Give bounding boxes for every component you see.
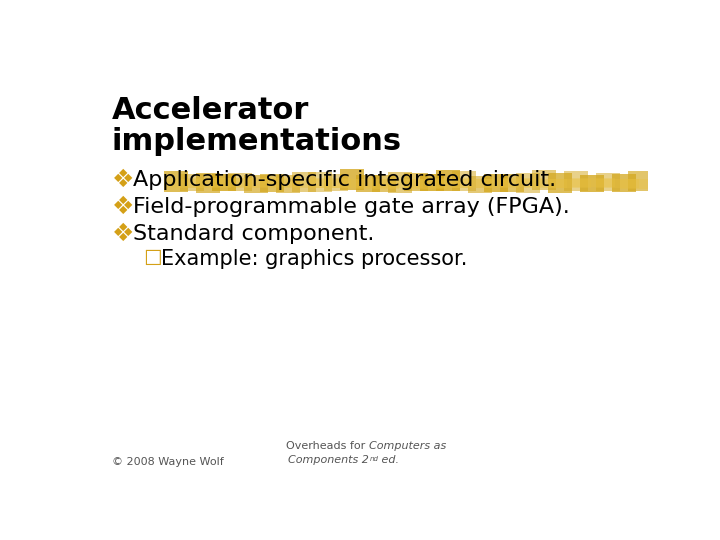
Bar — [163, 179, 207, 188]
Bar — [524, 179, 567, 188]
Bar — [452, 179, 495, 188]
Text: Standard component.: Standard component. — [132, 224, 374, 244]
Bar — [564, 171, 588, 191]
Text: ❖: ❖ — [112, 168, 134, 192]
Text: Application-specific integrated circuit.: Application-specific integrated circuit. — [132, 170, 556, 190]
Bar — [228, 173, 252, 191]
Text: Overheads for: Overheads for — [287, 441, 369, 451]
Bar — [596, 173, 620, 191]
Bar — [356, 176, 380, 192]
Bar — [468, 176, 492, 193]
Bar — [500, 178, 543, 187]
Bar — [436, 170, 460, 191]
Text: nd: nd — [370, 456, 379, 462]
Bar — [628, 171, 652, 191]
Bar — [420, 174, 444, 192]
Text: Field-programmable gate array (FPGA).: Field-programmable gate array (FPGA). — [132, 197, 570, 217]
Bar — [388, 172, 412, 193]
Bar — [500, 174, 524, 192]
Text: ❖: ❖ — [112, 222, 134, 246]
Bar — [372, 175, 396, 192]
Bar — [284, 179, 327, 188]
Bar — [188, 178, 231, 187]
Bar — [572, 178, 616, 187]
Bar — [476, 179, 519, 188]
Bar — [548, 179, 591, 188]
Bar — [532, 170, 556, 190]
Bar — [596, 179, 639, 188]
Bar — [260, 174, 284, 192]
Bar — [516, 173, 540, 193]
Text: ☐: ☐ — [143, 249, 161, 269]
Bar — [307, 179, 351, 188]
Bar — [548, 173, 572, 193]
Bar — [243, 175, 268, 193]
Bar — [235, 178, 279, 188]
Bar — [404, 173, 428, 191]
Text: ❖: ❖ — [112, 195, 134, 219]
Bar — [163, 171, 188, 192]
Bar — [580, 175, 604, 192]
Text: Example: graphics processor.: Example: graphics processor. — [161, 249, 468, 269]
Text: Components 2: Components 2 — [288, 455, 369, 465]
Bar — [612, 174, 636, 192]
Bar — [332, 179, 375, 188]
Bar — [340, 170, 364, 190]
Bar — [404, 179, 447, 188]
Bar — [620, 179, 663, 188]
Bar — [212, 174, 235, 191]
Bar — [180, 174, 204, 191]
Bar — [484, 174, 508, 192]
Bar — [292, 172, 316, 192]
Bar — [276, 175, 300, 193]
Bar — [428, 178, 471, 188]
Bar — [196, 173, 220, 193]
Text: Accelerator
implementations: Accelerator implementations — [112, 96, 402, 156]
Bar — [356, 179, 399, 188]
Bar — [324, 174, 348, 191]
Bar — [452, 171, 476, 191]
Text: Computers as: Computers as — [369, 441, 446, 451]
Text: ed.: ed. — [378, 455, 400, 465]
Bar — [307, 172, 332, 192]
Bar — [260, 178, 303, 187]
Bar — [212, 178, 255, 187]
Text: © 2008 Wayne Wolf: © 2008 Wayne Wolf — [112, 457, 223, 467]
Bar — [380, 179, 423, 188]
